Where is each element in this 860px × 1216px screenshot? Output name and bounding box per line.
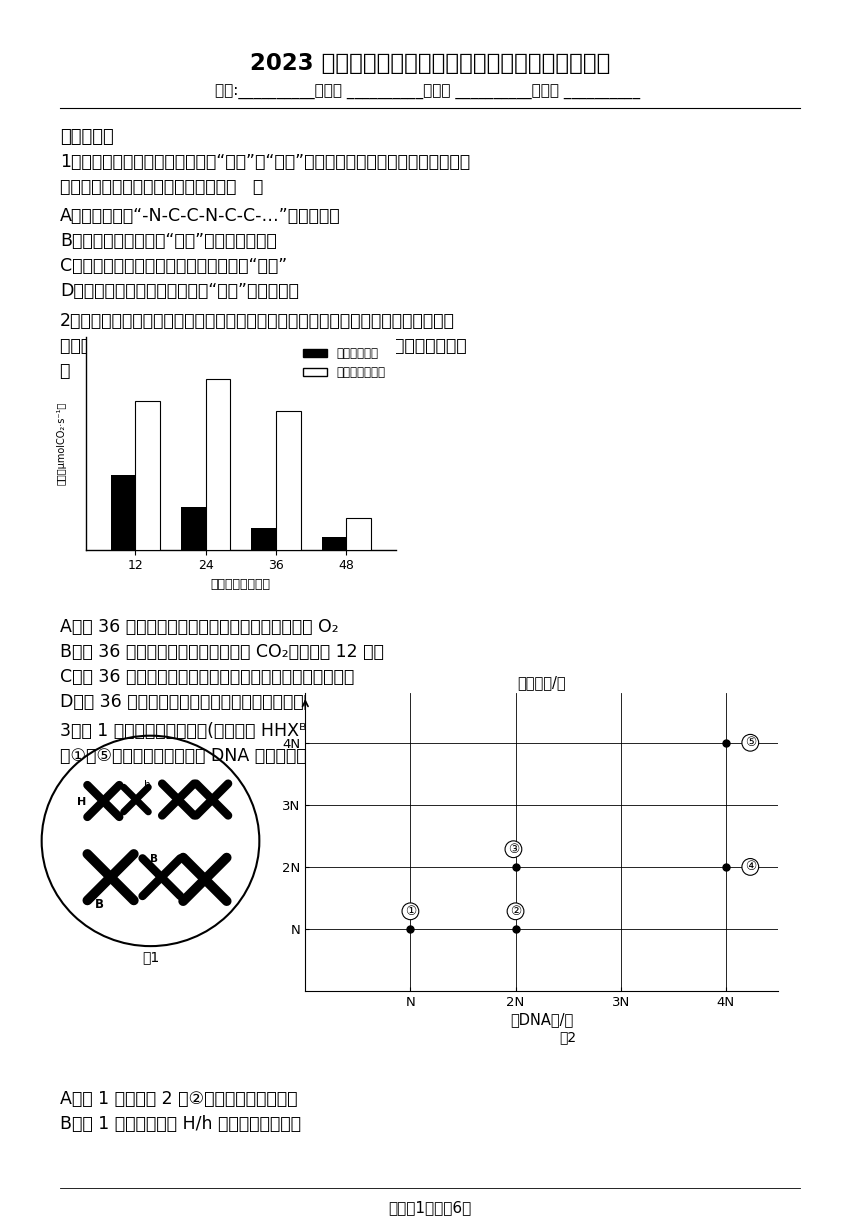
Text: B．第 36 天，果皮细胞光合作用固定 CO₂的量比第 12 天多: B．第 36 天，果皮细胞光合作用固定 CO₂的量比第 12 天多: [60, 643, 384, 662]
Text: A．蛋白质中有“-N-C-C-N-C-C-…”的重复结构: A．蛋白质中有“-N-C-C-N-C-C-…”的重复结构: [60, 207, 341, 225]
Text: A．图 1 细胞与图 2 的②细胞可能是同一细胞: A．图 1 细胞与图 2 的②细胞可能是同一细胞: [60, 1090, 298, 1108]
Bar: [322, 537, 347, 550]
Text: 2023 届四川省达州市高三第二次诊断性测试生物试题: 2023 届四川省达州市高三第二次诊断性测试生物试题: [249, 52, 611, 75]
Text: C．强酸、强碑和高温等会破坏蛋白质的“水膜”: C．强酸、强碑和高温等会破坏蛋白质的“水膜”: [60, 257, 287, 275]
Text: （   ）: （ ）: [60, 362, 97, 379]
Text: D．可用双缩脲试剂检测蛋白质“水膜”是否被破坏: D．可用双缩脲试剂检测蛋白质“水膜”是否被破坏: [60, 282, 299, 300]
Text: 出更多的肽钉。下列推测不合理的是（   ）: 出更多的肽钉。下列推测不合理的是（ ）: [60, 178, 263, 196]
Text: ⑤: ⑤: [745, 736, 756, 749]
Text: H: H: [77, 798, 86, 807]
Text: ②: ②: [510, 905, 521, 918]
Text: 试卷第1页，兲6页: 试卷第1页，兲6页: [389, 1200, 471, 1215]
Text: 2．油菜果实发育所需的有机物主要来源于果皮的光合作用。如图表示在适宜条件下油: 2．油菜果实发育所需的有机物主要来源于果皮的光合作用。如图表示在适宜条件下油: [60, 313, 455, 330]
Title: 染色体数/条: 染色体数/条: [518, 676, 566, 691]
Text: B．图 1 细胞出现基因 H/h 的原因是基因重组: B．图 1 细胞出现基因 H/h 的原因是基因重组: [60, 1115, 301, 1133]
Text: 一、单选题: 一、单选题: [60, 128, 114, 146]
Text: B: B: [95, 897, 104, 911]
Text: C．第 36 天后，果实中乙烯的含量逐渐增加，促进果实成熟: C．第 36 天后，果实中乙烯的含量逐渐增加，促进果实成熟: [60, 668, 354, 686]
Text: 速率（μmolCO₂·s⁻¹）: 速率（μmolCO₂·s⁻¹）: [57, 401, 66, 485]
Bar: [111, 475, 135, 550]
Text: 图2: 图2: [560, 1031, 577, 1045]
Text: D．第 36 天后，果皮细胞叶绿素含量逐渐降低使光合速率下降: D．第 36 天后，果皮细胞叶绿素含量逐渐降低使光合速率下降: [60, 693, 366, 711]
Bar: [276, 411, 301, 550]
Text: 学校:__________姓名： __________班级： __________考号： __________: 学校:__________姓名： __________班级： _________…: [215, 85, 640, 100]
Legend: 果实呼吸速率, 果实净光合速率: 果实呼吸速率, 果实净光合速率: [298, 343, 390, 384]
Text: B: B: [150, 854, 158, 865]
Bar: [206, 379, 230, 550]
Bar: [135, 401, 160, 550]
Text: A．第 36 天，果皮细胞会向外界环境释放一定量的 O₂: A．第 36 天，果皮细胞会向外界环境释放一定量的 O₂: [60, 618, 339, 636]
Text: h: h: [144, 779, 150, 790]
Text: 1．蛋白质表面吸附水分子后出现“水膜”，“水膜”被破坏会导致蛋白质变性，从而暴露: 1．蛋白质表面吸附水分子后出现“水膜”，“水膜”被破坏会导致蛋白质变性，从而暴露: [60, 153, 470, 171]
Text: ①: ①: [405, 905, 416, 918]
Text: 3．图 1 是某二倍体哺乳动物(基因型为 HHXᴮY)睾丸中的细胞分裂模式图，图 2 是睾丸: 3．图 1 是某二倍体哺乳动物(基因型为 HHXᴮY)睾丸中的细胞分裂模式图，图…: [60, 722, 512, 741]
Text: ④: ④: [745, 861, 756, 873]
Text: 内①～⑤细胞中染色体数和核 DNA 数的关系图。下列分析正确的是（   ）: 内①～⑤细胞中染色体数和核 DNA 数的关系图。下列分析正确的是（ ）: [60, 747, 437, 765]
Text: ③: ③: [507, 843, 519, 856]
Text: 菜果实净光合速率与呼吸速率的变化，第 36 天后果皮逐渐变黄。下列分析不合理的是: 菜果实净光合速率与呼吸速率的变化，第 36 天后果皮逐渐变黄。下列分析不合理的是: [60, 337, 467, 355]
Text: B．细胞内组成蛋白质“水膜”的水属于结合水: B．细胞内组成蛋白质“水膜”的水属于结合水: [60, 232, 277, 250]
Bar: [251, 528, 276, 550]
Bar: [347, 518, 371, 550]
Bar: [181, 507, 206, 550]
X-axis label: 核DNA数/个: 核DNA数/个: [510, 1012, 574, 1026]
X-axis label: 油菜开花后的天数: 油菜开花后的天数: [211, 578, 271, 591]
Text: 图1: 图1: [142, 950, 159, 964]
